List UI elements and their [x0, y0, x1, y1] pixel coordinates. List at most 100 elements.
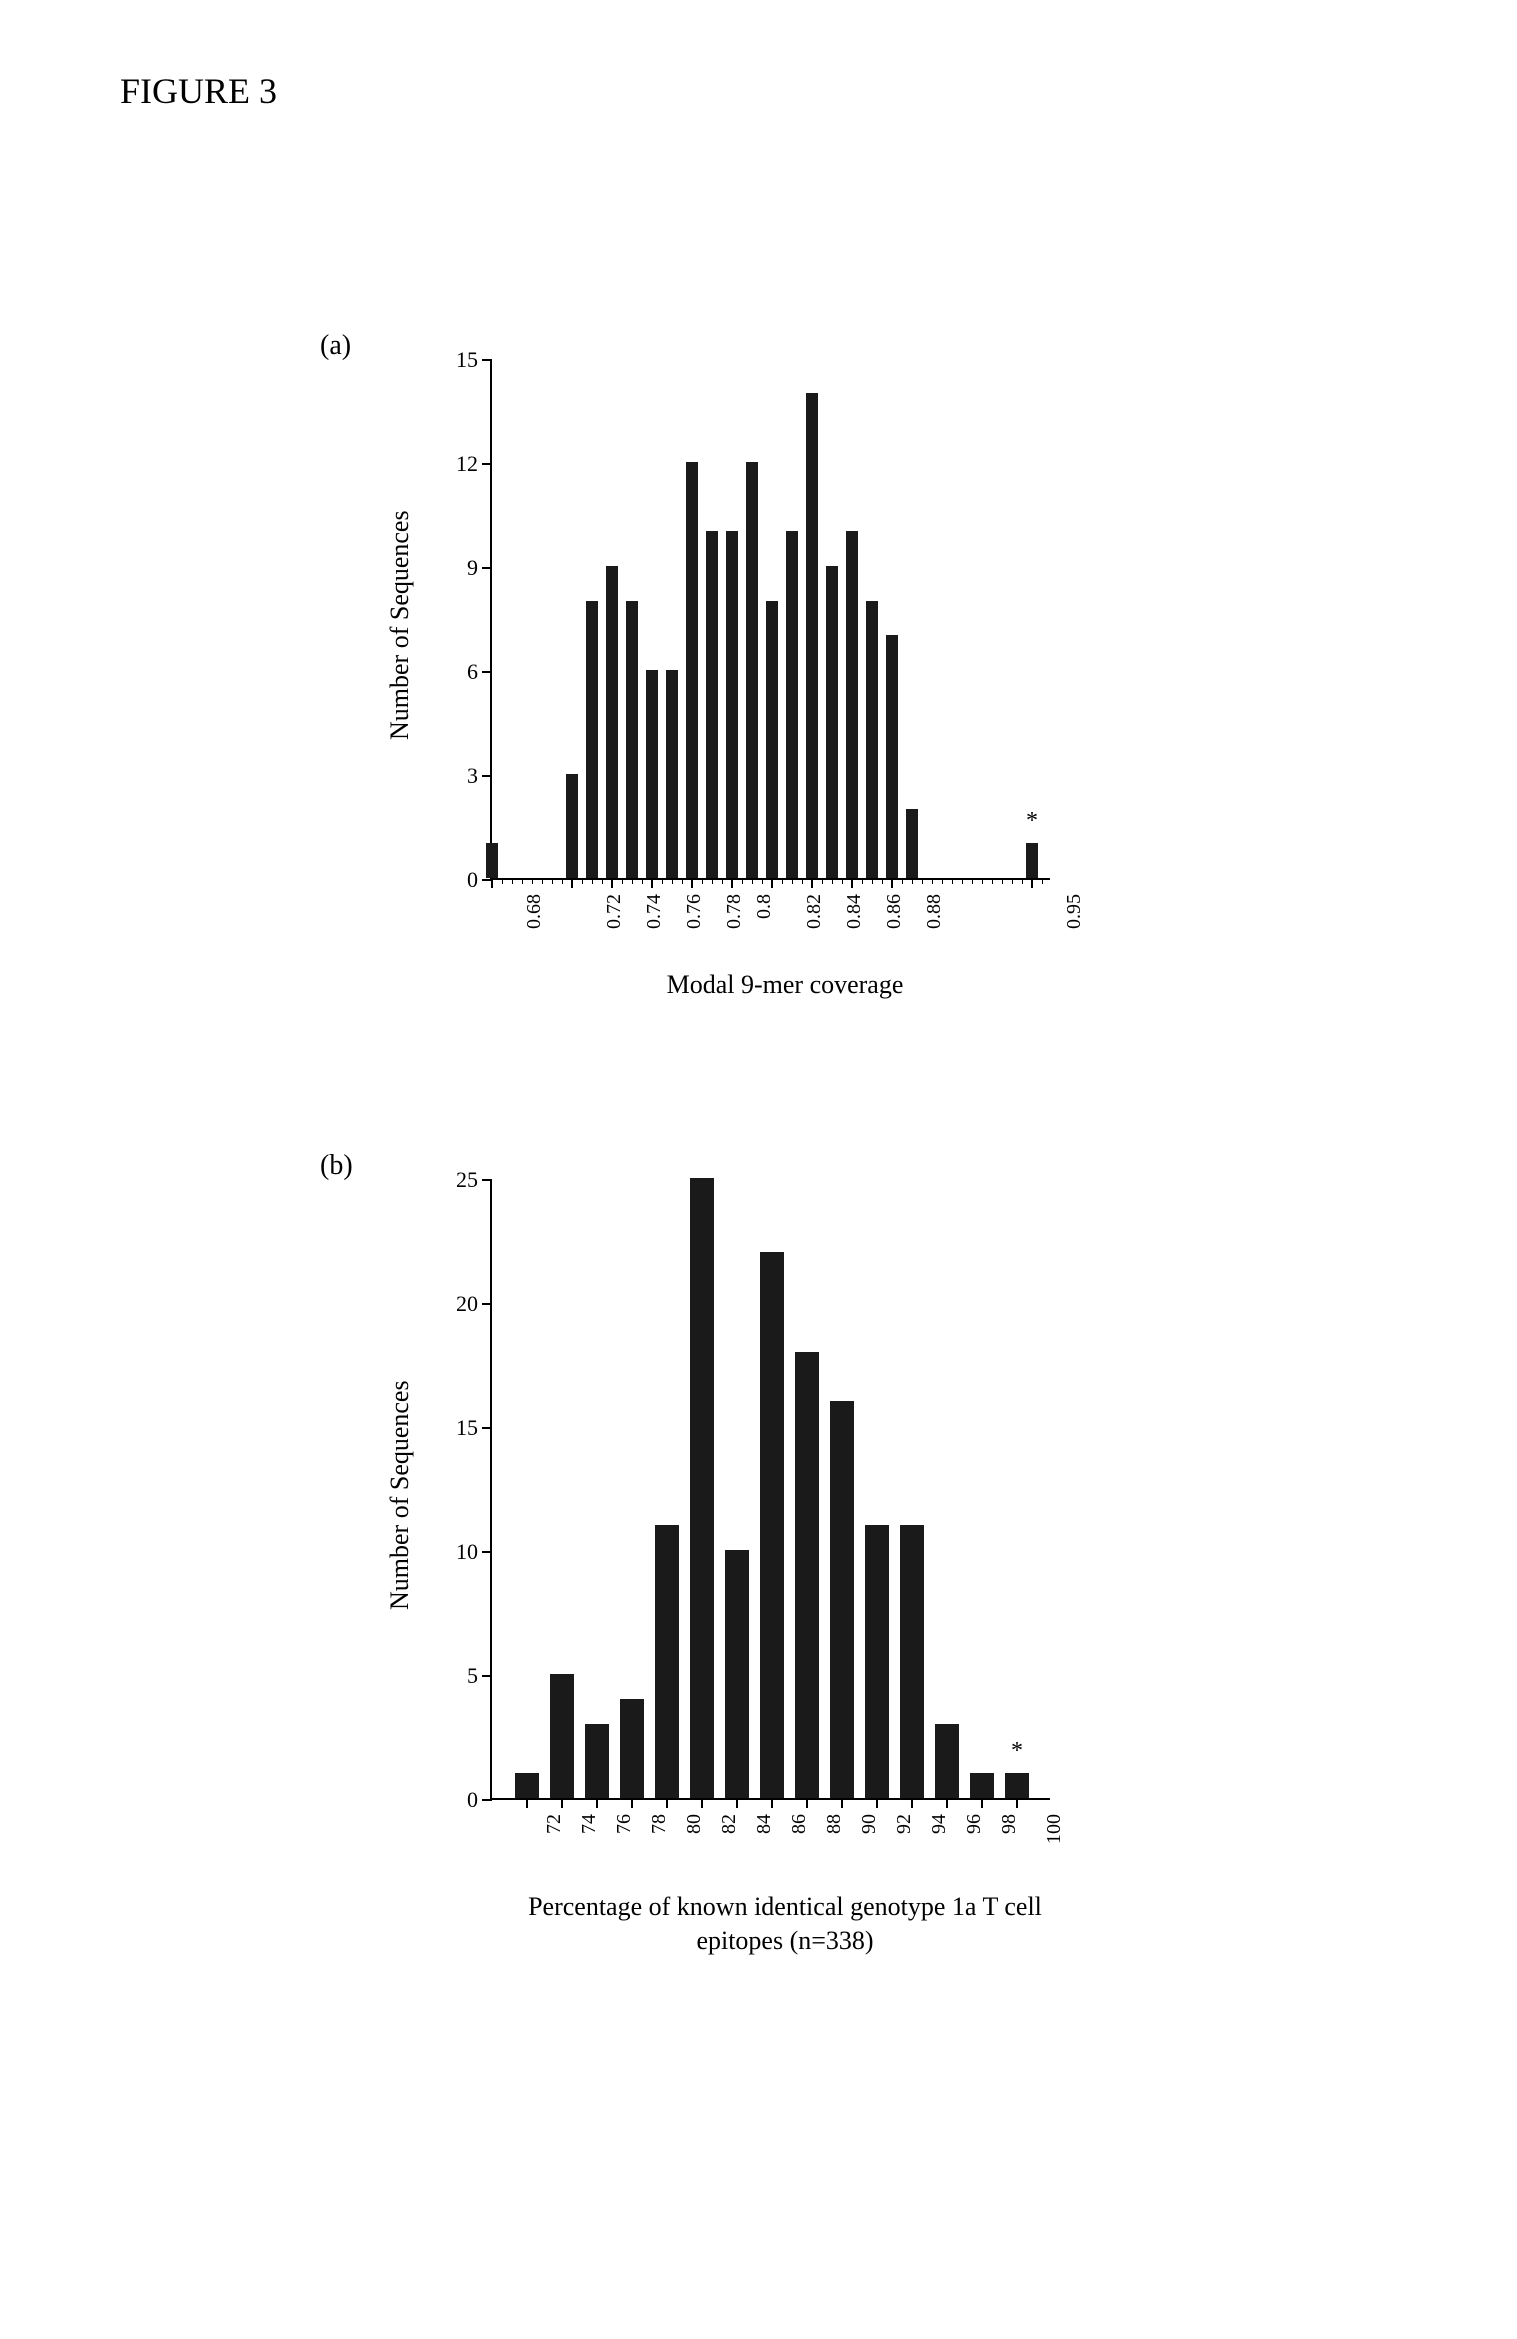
y-tick	[482, 1303, 492, 1305]
asterisk-marker: *	[1026, 808, 1038, 835]
x-tick-minor	[742, 878, 743, 884]
histogram-bar	[795, 1352, 820, 1798]
y-tick-label: 20	[456, 1291, 478, 1317]
x-tick-minor	[852, 878, 853, 884]
x-tick-label: 0.74	[643, 894, 666, 929]
x-tick	[631, 1798, 633, 1808]
x-tick-label: 98	[998, 1814, 1021, 1834]
x-tick-minor	[912, 878, 913, 884]
histogram-bar	[686, 462, 698, 878]
histogram-bar	[935, 1724, 960, 1798]
x-tick-minor	[702, 878, 703, 884]
x-tick-minor	[622, 878, 623, 884]
histogram-bar	[866, 601, 878, 878]
y-tick	[482, 671, 492, 673]
histogram-bar	[646, 670, 658, 878]
x-tick	[526, 1798, 528, 1808]
x-tick-minor	[1002, 878, 1003, 884]
y-tick	[482, 359, 492, 361]
x-tick-minor	[802, 878, 803, 884]
histogram-bar	[606, 566, 618, 878]
chart-a-ylabel: Number of Sequences	[385, 510, 415, 740]
x-tick-minor	[792, 878, 793, 884]
histogram-bar	[586, 601, 598, 878]
histogram-bar	[566, 774, 578, 878]
histogram-bar	[666, 670, 678, 878]
y-tick-label: 12	[456, 451, 478, 477]
x-tick-minor	[1032, 878, 1033, 884]
y-tick-label: 15	[456, 1415, 478, 1441]
y-tick-label: 0	[467, 1787, 478, 1813]
x-tick-label: 0.8	[753, 894, 776, 919]
x-tick-minor	[732, 878, 733, 884]
x-tick-minor	[762, 878, 763, 884]
histogram-bar	[585, 1724, 610, 1798]
y-tick-label: 3	[467, 763, 478, 789]
y-tick	[482, 1799, 492, 1801]
x-tick-minor	[602, 878, 603, 884]
x-tick-minor	[712, 878, 713, 884]
histogram-bar	[900, 1525, 925, 1798]
chart-a-xlabel: Modal 9-mer coverage	[490, 970, 1080, 1000]
x-tick	[666, 1798, 668, 1808]
x-tick-minor	[722, 878, 723, 884]
y-tick-label: 5	[467, 1663, 478, 1689]
histogram-bar	[620, 1699, 645, 1798]
y-tick-label: 9	[467, 555, 478, 581]
panel-a-label: (a)	[320, 330, 351, 362]
y-tick-label: 15	[456, 347, 478, 373]
x-tick-minor	[522, 878, 523, 884]
panel-b-label: (b)	[320, 1150, 353, 1182]
x-tick-label: 92	[893, 1814, 916, 1834]
x-tick-minor	[1042, 878, 1043, 884]
chart-b-plot: 0510152025727476788082848688909294969810…	[490, 1180, 1050, 1800]
x-tick-minor	[562, 878, 563, 884]
x-tick	[946, 1798, 948, 1808]
x-tick-label: 0.68	[523, 894, 546, 929]
x-tick-minor	[692, 878, 693, 884]
x-tick-minor	[992, 878, 993, 884]
x-tick-label: 0.76	[683, 894, 706, 929]
x-tick-minor	[902, 878, 903, 884]
y-tick-label: 25	[456, 1167, 478, 1193]
x-tick-label: 74	[578, 1814, 601, 1834]
x-tick-minor	[612, 878, 613, 884]
x-tick	[806, 1798, 808, 1808]
x-tick	[561, 1798, 563, 1808]
histogram-bar	[725, 1550, 750, 1798]
chart-b-container: (b) 051015202572747678808284868890929496…	[380, 1180, 1080, 1958]
histogram-bar	[550, 1674, 575, 1798]
chart-b-xlabel: Percentage of known identical genotype 1…	[490, 1890, 1080, 1958]
histogram-bar	[486, 843, 498, 878]
histogram-bar	[766, 601, 778, 878]
histogram-bar	[1026, 843, 1038, 878]
histogram-bar	[760, 1252, 785, 1798]
x-tick	[736, 1798, 738, 1808]
chart-b-ylabel: Number of Sequences	[385, 1380, 415, 1610]
histogram-bar	[726, 531, 738, 878]
x-tick-label: 100	[1043, 1814, 1066, 1844]
histogram-bar	[830, 1401, 855, 1798]
x-tick-minor	[772, 878, 773, 884]
x-tick-label: 0.88	[923, 894, 946, 929]
x-tick-minor	[832, 878, 833, 884]
x-tick-minor	[952, 878, 953, 884]
histogram-bar	[746, 462, 758, 878]
x-tick-minor	[932, 878, 933, 884]
y-tick	[482, 1179, 492, 1181]
x-tick-minor	[572, 878, 573, 884]
x-tick-minor	[972, 878, 973, 884]
y-tick-label: 6	[467, 659, 478, 685]
y-tick-label: 10	[456, 1539, 478, 1565]
x-tick-label: 90	[858, 1814, 881, 1834]
x-tick-minor	[592, 878, 593, 884]
x-tick-label: 72	[543, 1814, 566, 1834]
x-tick-minor	[812, 878, 813, 884]
x-tick	[701, 1798, 703, 1808]
x-tick-minor	[942, 878, 943, 884]
x-tick-minor	[682, 878, 683, 884]
asterisk-marker: *	[1011, 1738, 1023, 1765]
x-tick-label: 0.95	[1063, 894, 1086, 929]
x-tick-label: 94	[928, 1814, 951, 1834]
y-tick	[482, 567, 492, 569]
